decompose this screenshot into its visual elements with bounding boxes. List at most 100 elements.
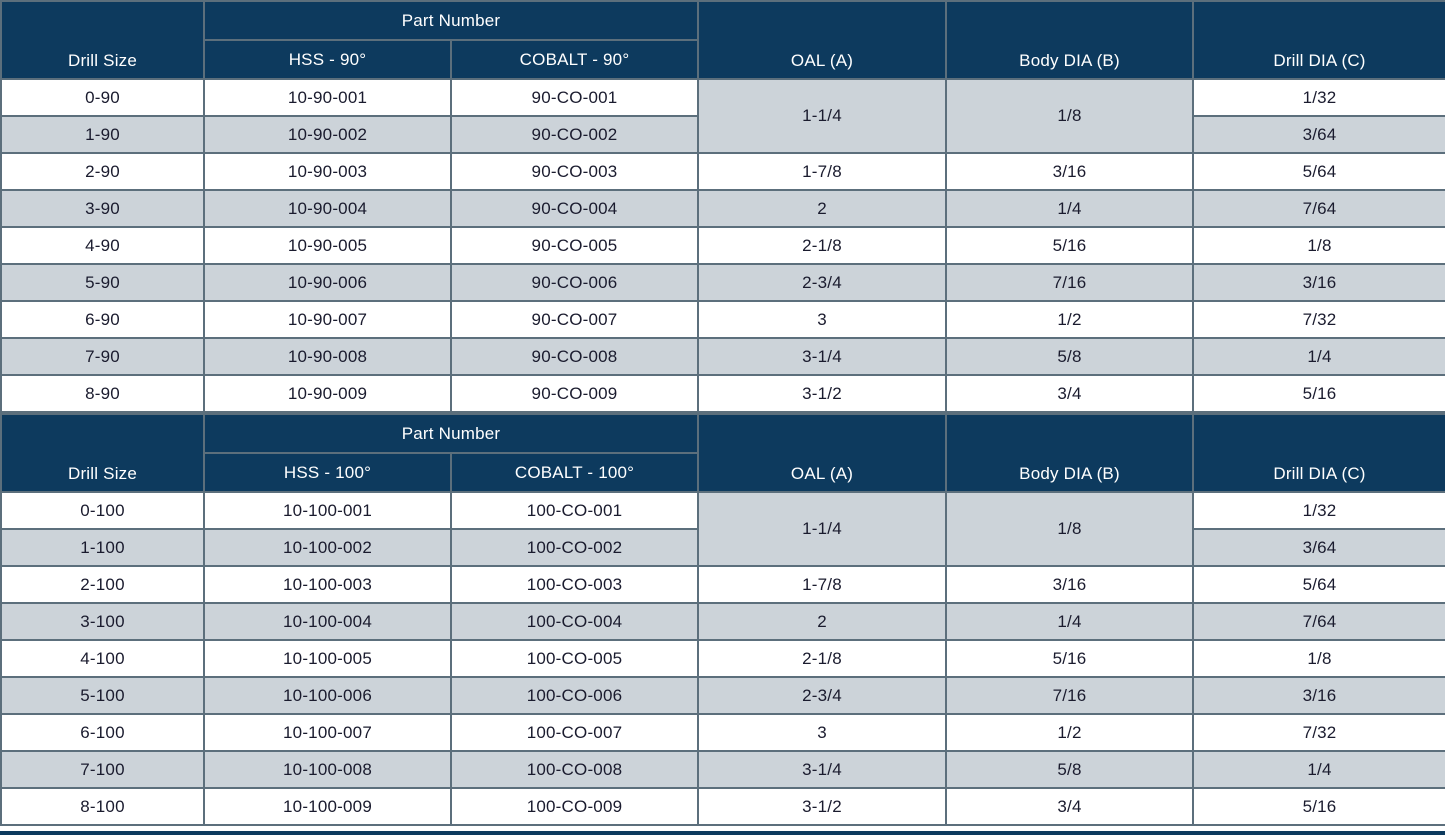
cell-cobalt-part: 100-CO-007: [449, 713, 700, 752]
cell-oal: 3-1/2: [697, 787, 948, 826]
cell-cobalt-part: 100-CO-006: [449, 676, 700, 715]
header-row-1: Drill Size Part Number OAL (A) Body DIA …: [0, 0, 1445, 80]
cell-body-dia: 5/16: [945, 639, 1195, 678]
cell-drill-size: 8-90: [0, 374, 205, 413]
cell-oal-merged: 1-1/4: [697, 78, 948, 154]
cell-drill-dia: 7/32: [1192, 300, 1445, 339]
cell-cobalt-part: 100-CO-004: [449, 602, 700, 641]
cell-drill-dia: 1/8: [1192, 639, 1445, 678]
table-row: 0-90 10-90-001 90-CO-001 1-1/4 1/8 1/32: [0, 78, 1445, 154]
table-row: 1-100 10-100-002 100-CO-002 3/64: [0, 528, 1445, 567]
cell-hss-part: 10-90-001: [203, 78, 452, 117]
cell-cobalt-part: 90-CO-001: [449, 78, 700, 117]
cell-drill-dia: 1/8: [1192, 226, 1445, 265]
cell-drill-size: 5-90: [0, 263, 205, 302]
cell-oal: 3: [697, 300, 948, 339]
cell-cobalt-part: 90-CO-008: [449, 337, 700, 376]
header-row-1: Drill Size Part Number OAL (A) Body DIA …: [0, 413, 1445, 493]
cell-hss-part: 10-90-007: [203, 300, 452, 339]
drill-table-90: Drill Size Part Number OAL (A) Body DIA …: [0, 0, 1445, 413]
cell-oal: 3-1/4: [697, 750, 948, 789]
cell-cobalt-part: 90-CO-002: [449, 115, 700, 154]
table-row: 3-100 10-100-004 100-CO-004 2 1/4 7/64: [0, 602, 1445, 641]
cell-drill-size: 4-90: [0, 226, 205, 265]
header-drill-dia: Drill DIA (C): [1192, 0, 1445, 80]
cell-drill-dia: 5/64: [1192, 152, 1445, 191]
cell-drill-dia: 3/16: [1192, 263, 1445, 302]
table-row: 5-90 10-90-006 90-CO-006 2-3/4 7/16 3/16: [0, 263, 1445, 302]
cell-cobalt-part: 100-CO-008: [449, 750, 700, 789]
cell-body-dia-merged: 1/8: [945, 78, 1195, 154]
table-row: 2-90 10-90-003 90-CO-003 1-7/8 3/16 5/64: [0, 152, 1445, 191]
cell-drill-dia: 1/4: [1192, 337, 1445, 376]
cell-oal-merged: 1-1/4: [697, 491, 948, 567]
cell-drill-dia: 3/64: [1192, 115, 1445, 154]
cell-body-dia: 3/16: [945, 152, 1195, 191]
cell-oal: 2-3/4: [697, 676, 948, 715]
cell-hss-part: 10-90-002: [203, 115, 452, 154]
cell-drill-size: 4-100: [0, 639, 205, 678]
cell-drill-size: 0-100: [0, 491, 205, 530]
cell-hss-part: 10-90-009: [203, 374, 452, 413]
cell-drill-dia: 1/4: [1192, 750, 1445, 789]
cell-drill-dia: 5/16: [1192, 374, 1445, 413]
cell-hss-part: 10-90-006: [203, 263, 452, 302]
cell-body-dia: 3/4: [945, 374, 1195, 413]
table-row: 0-100 10-100-001 100-CO-001 1-1/4 1/8 1/…: [0, 491, 1445, 567]
cell-cobalt-part: 90-CO-005: [449, 226, 700, 265]
cell-cobalt-part: 100-CO-001: [449, 491, 700, 530]
table-row: 7-90 10-90-008 90-CO-008 3-1/4 5/8 1/4: [0, 337, 1445, 376]
table-row: 6-100 10-100-007 100-CO-007 3 1/2 7/32: [0, 713, 1445, 752]
header-drill-size: Drill Size: [0, 413, 205, 493]
header-drill-size: Drill Size: [0, 0, 205, 80]
table-row: 4-100 10-100-005 100-CO-005 2-1/8 5/16 1…: [0, 639, 1445, 678]
header-body-dia: Body DIA (B): [945, 413, 1195, 493]
header-part-number: Part Number: [202, 413, 700, 454]
header-drill-dia: Drill DIA (C): [1192, 413, 1445, 493]
cell-body-dia-merged: 1/8: [945, 491, 1195, 567]
cell-oal: 2-1/8: [697, 639, 948, 678]
cell-oal: 1-7/8: [697, 152, 948, 191]
table-row: 2-100 10-100-003 100-CO-003 1-7/8 3/16 5…: [0, 565, 1445, 604]
cell-drill-size: 6-100: [0, 713, 205, 752]
table-row: 8-100 10-100-009 100-CO-009 3-1/2 3/4 5/…: [0, 787, 1445, 826]
cell-oal: 2-1/8: [697, 226, 948, 265]
table-row: 3-90 10-90-004 90-CO-004 2 1/4 7/64: [0, 189, 1445, 228]
cell-body-dia: 5/16: [945, 226, 1195, 265]
cell-drill-size: 2-90: [0, 152, 205, 191]
cell-body-dia: 1/4: [945, 189, 1195, 228]
cell-body-dia: 1/2: [945, 300, 1195, 339]
cell-drill-dia: 3/64: [1192, 528, 1445, 567]
cell-cobalt-part: 90-CO-007: [449, 300, 700, 339]
cell-drill-size: 7-100: [0, 750, 205, 789]
cell-oal: 2: [697, 189, 948, 228]
cell-hss-part: 10-90-003: [203, 152, 452, 191]
cell-drill-dia: 1/32: [1192, 491, 1445, 530]
table-row: 6-90 10-90-007 90-CO-007 3 1/2 7/32: [0, 300, 1445, 339]
cell-cobalt-part: 90-CO-006: [449, 263, 700, 302]
cell-drill-size: 1-90: [0, 115, 205, 154]
cell-drill-size: 8-100: [0, 787, 205, 826]
header-hss: HSS - 90°: [203, 39, 452, 80]
cell-hss-part: 10-90-005: [203, 226, 452, 265]
cell-drill-dia: 7/32: [1192, 713, 1445, 752]
header-part-number: Part Number: [202, 0, 700, 41]
cell-oal: 2: [697, 602, 948, 641]
cell-drill-dia: 7/64: [1192, 189, 1445, 228]
table-row: 7-100 10-100-008 100-CO-008 3-1/4 5/8 1/…: [0, 750, 1445, 789]
table-row: 4-90 10-90-005 90-CO-005 2-1/8 5/16 1/8: [0, 226, 1445, 265]
cell-oal: 3-1/4: [697, 337, 948, 376]
cell-hss-part: 10-100-005: [203, 639, 452, 678]
cell-hss-part: 10-100-001: [203, 491, 452, 530]
cell-body-dia: 3/16: [945, 565, 1195, 604]
cell-cobalt-part: 100-CO-005: [449, 639, 700, 678]
header-cobalt: COBALT - 90°: [449, 39, 700, 80]
cell-drill-dia: 1/32: [1192, 78, 1445, 117]
table-header-100: Drill Size Part Number OAL (A) Body DIA …: [0, 413, 1445, 493]
table-header-90: Drill Size Part Number OAL (A) Body DIA …: [0, 0, 1445, 80]
cell-hss-part: 10-100-008: [203, 750, 452, 789]
cell-hss-part: 10-100-003: [203, 565, 452, 604]
cell-body-dia: 7/16: [945, 676, 1195, 715]
cell-drill-dia: 3/16: [1192, 676, 1445, 715]
